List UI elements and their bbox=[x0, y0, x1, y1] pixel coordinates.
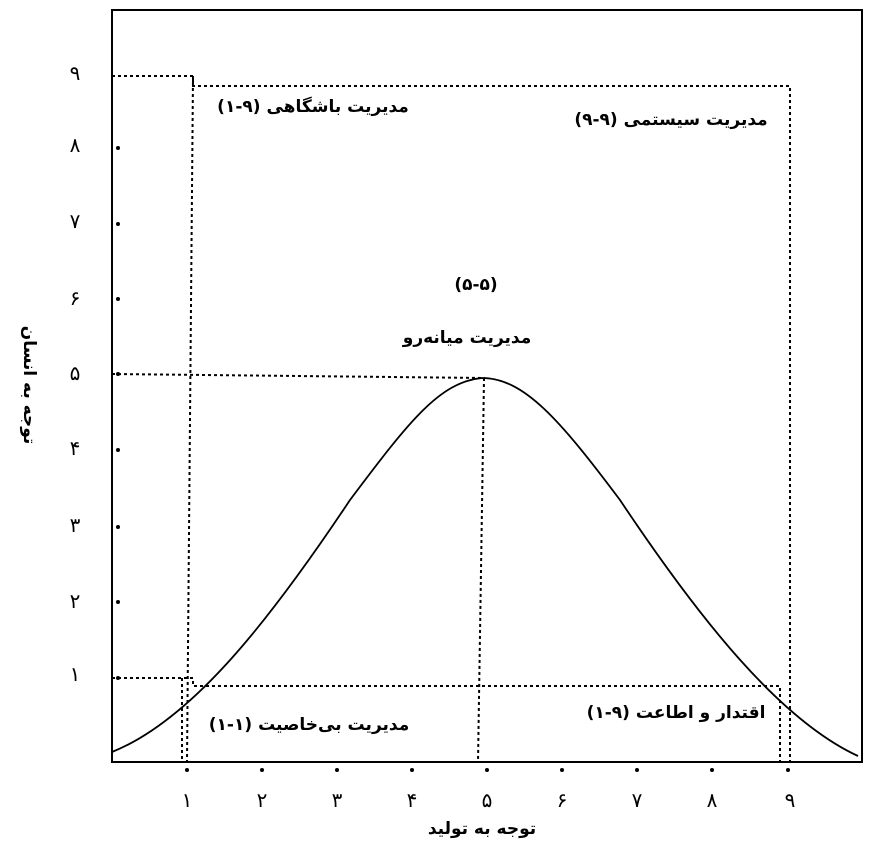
x-tick-dot bbox=[560, 768, 564, 772]
y-tick-label: ۲ bbox=[70, 589, 81, 613]
y-tick-label: ۳ bbox=[70, 513, 81, 537]
y-tick-label: ۹ bbox=[70, 61, 81, 85]
y-tick-label: ۱ bbox=[70, 662, 81, 686]
y-tick-dot bbox=[116, 448, 120, 452]
y-tick-dot bbox=[116, 372, 120, 376]
y-tick-dot bbox=[116, 222, 120, 226]
y-tick-label: ۷ bbox=[70, 209, 81, 233]
y-tick-dot bbox=[116, 525, 120, 529]
y-tick-dot bbox=[116, 676, 120, 680]
y-tick-dot bbox=[116, 600, 120, 604]
y-tick-dot bbox=[116, 297, 120, 301]
x-tick-dot bbox=[635, 768, 639, 772]
x-tick-label: ۵ bbox=[482, 788, 493, 812]
x-tick-labels: ۱ ۲ ۳ ۴ ۵ ۶ ۷ ۸ ۹ bbox=[182, 788, 796, 812]
y-tick-dots bbox=[116, 146, 120, 680]
x-tick-dot bbox=[786, 768, 790, 772]
guide-top-9 bbox=[112, 75, 791, 762]
label-team: (۹-۹) مدیریت سیستمی bbox=[574, 110, 767, 130]
label-impoverished: مدیریت بی‌خاصیت (۱-۱) bbox=[209, 715, 410, 735]
label-country-club: مدیریت باشگاهی (۹-۱) bbox=[217, 96, 409, 117]
y-tick-label: ۵ bbox=[70, 361, 81, 385]
x-tick-label: ۹ bbox=[785, 788, 796, 812]
x-tick-dots bbox=[185, 768, 790, 772]
x-tick-label: ۳ bbox=[332, 788, 343, 812]
x-tick-label: ۷ bbox=[632, 788, 643, 812]
x-tick-label: ۶ bbox=[557, 788, 568, 812]
y-tick-label: ۶ bbox=[70, 286, 81, 310]
x-tick-label: ۴ bbox=[407, 788, 418, 812]
x-tick-dot bbox=[485, 768, 489, 772]
guide-left-1 bbox=[186, 75, 194, 763]
grid-guides bbox=[111, 75, 791, 763]
label-middle-name: مدیریت میانه‌رو bbox=[402, 328, 532, 348]
x-tick-dot bbox=[185, 768, 189, 772]
y-tick-labels: ۱ ۲ ۳ ۴ ۵ ۶ ۷ ۸ ۹ bbox=[70, 61, 81, 686]
x-tick-label: ۸ bbox=[707, 788, 718, 812]
label-authority: (۱-۹) اقتدار و اطاعت bbox=[587, 703, 766, 723]
x-axis-title: توجه به تولید bbox=[428, 819, 536, 839]
x-tick-label: ۲ bbox=[257, 788, 268, 812]
y-tick-dot bbox=[116, 146, 120, 150]
x-tick-dot bbox=[410, 768, 414, 772]
label-middle-code: (۵-۵) bbox=[454, 275, 497, 295]
y-tick-label: ۸ bbox=[70, 133, 81, 157]
plot-frame bbox=[111, 9, 863, 763]
x-tick-dot bbox=[335, 768, 339, 772]
y-axis-title: توجه به انسان bbox=[19, 326, 39, 445]
y-tick-label: ۴ bbox=[70, 436, 81, 460]
x-tick-label: ۱ bbox=[182, 788, 193, 812]
x-tick-dot bbox=[260, 768, 264, 772]
bell-curve bbox=[111, 377, 859, 757]
guide-mid-5 bbox=[111, 373, 486, 763]
x-tick-dot bbox=[710, 768, 714, 772]
guide-low-1 bbox=[112, 677, 781, 762]
